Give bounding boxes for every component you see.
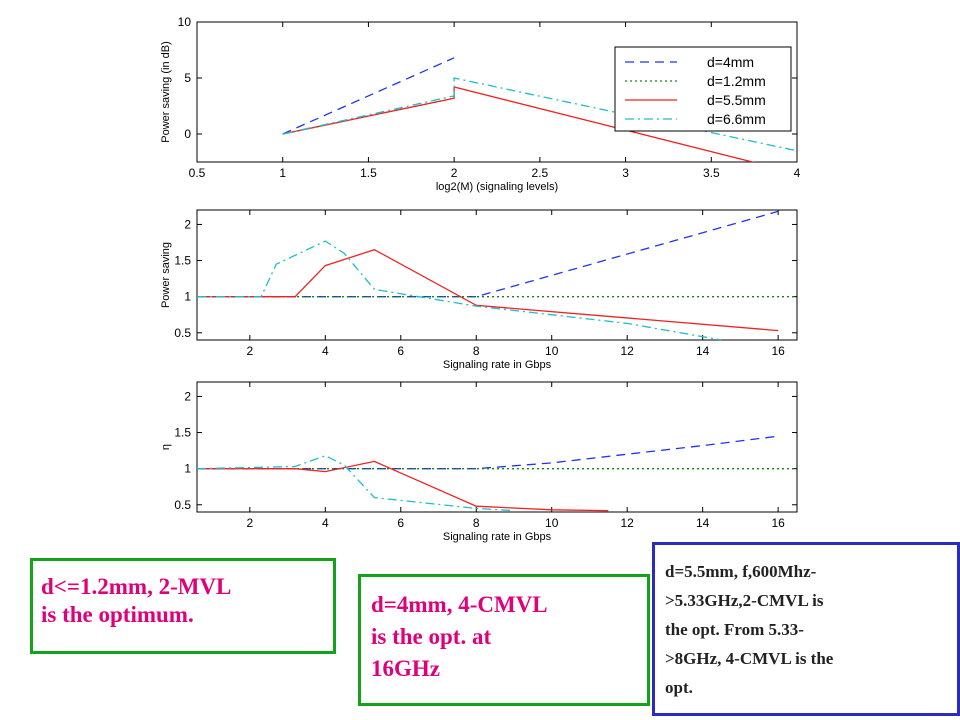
plot-frame [196,381,798,513]
note-box-optimum-2mvl: d<=1.2mm, 2-MVL is the optimum. [30,558,336,654]
series-line-d-4mm [197,435,779,470]
x-tick-label: 16 [771,516,785,530]
note-line: is the optimum. [41,602,194,627]
y-tick-label: 2 [184,217,191,231]
y-tick-label: 10 [178,15,192,29]
y-tick-label: 1 [184,290,191,304]
x-tick-label: 10 [545,344,559,358]
x-tick-label: 12 [621,344,635,358]
x-axis-label: log2(M) (signaling levels) [436,181,558,193]
x-tick-label: 6 [397,344,404,358]
plot-frame [196,209,798,341]
note-line: 16GHz [371,656,440,681]
series-group [197,210,797,340]
x-tick-label: 8 [473,344,480,358]
y-tick-label: 5 [184,71,191,85]
note-box-5.5mm-ranges: d=5.5mm, f,600Mhz- >5.33GHz,2-CMVL is th… [652,542,960,716]
x-tick-label: 0.5 [189,166,206,180]
x-tick-label: 8 [473,516,480,530]
legend: d=4mm d=1.2mm d=5.5mm d=6.6mm [614,46,792,132]
y-tick-label: 0.5 [174,326,191,340]
x-tick-label: 4 [322,516,329,530]
x-tick-label: 3.5 [703,166,720,180]
note-line: the opt. From 5.33- [665,620,804,639]
y-tick-label: 1 [184,462,191,476]
x-axis-label: Signaling rate in Gbps [443,359,552,371]
x-tick-label: 3 [622,166,629,180]
legend-label: d=1.2mm [707,73,766,89]
note-line: d<=1.2mm, 2-MVL [41,574,232,599]
chart-panel-3: 2 4 6 8 10 12 14 16 0.5 1 1.5 2 Signaling rate in Gb… [160,381,798,543]
x-tick-label: 1 [279,166,286,180]
chart-panel-2: 2 4 6 8 10 12 14 16 0.5 1 1.5 2 Signaling rate in Gb… [160,209,798,371]
series-line-d-6-6mm [197,240,722,340]
x-tick-label: 2 [246,516,253,530]
x-tick-label: 14 [696,344,710,358]
series-line-d-6-6mm [197,454,515,512]
x-tick-label: 14 [696,516,710,530]
x-tick-label: 2 [451,166,458,180]
y-tick-label: 1.5 [174,426,191,440]
x-tick-label: 10 [545,516,559,530]
x-tick-label: 1.5 [360,166,377,180]
note-line: is the opt. at [371,624,492,649]
x-tick-label: 6 [397,516,404,530]
series-line-d-5-5mm [197,460,609,512]
y-tick-label: 0.5 [174,498,191,512]
note-line: >5.33GHz,2-CMVL is [665,591,824,610]
note-line: d=4mm, 4-CMVL [371,592,548,617]
series-line-d-4mm [282,57,455,135]
y-axis-label: Power saving [160,242,172,308]
y-tick-label: 2 [184,389,191,403]
x-tick-label: 2.5 [532,166,549,180]
y-tick-label: 1.5 [174,254,191,268]
x-tick-label: 16 [771,344,785,358]
x-tick-label: 4 [794,166,801,180]
note-line: opt. [665,678,693,697]
legend-label: d=6.6mm [707,111,766,127]
note-line: d=5.5mm, f,600Mhz- [665,562,817,581]
chart-panel-1: 0.5 1 1.5 2 2.5 3 3.5 4 0 5 10 log2(M) (signaling l… [160,15,801,193]
legend-label: d=4mm [707,54,754,70]
series-line-d-5-5mm [197,248,779,332]
y-axis-label: Power saving (in dB) [160,41,172,143]
y-tick-label: 0 [184,127,191,141]
series-group [197,435,797,512]
y-axis-label: η [160,444,172,450]
legend-label: d=5.5mm [707,92,766,108]
legend-box [614,46,792,132]
x-tick-label: 12 [621,516,635,530]
note-line: >8GHz, 4-CMVL is the [665,649,834,668]
x-tick-label: 2 [246,344,253,358]
note-box-4cmvl-16ghz: d=4mm, 4-CMVL is the opt. at 16GHz [358,574,650,706]
x-tick-label: 4 [322,344,329,358]
x-axis-label: Signaling rate in Gbps [443,531,552,543]
